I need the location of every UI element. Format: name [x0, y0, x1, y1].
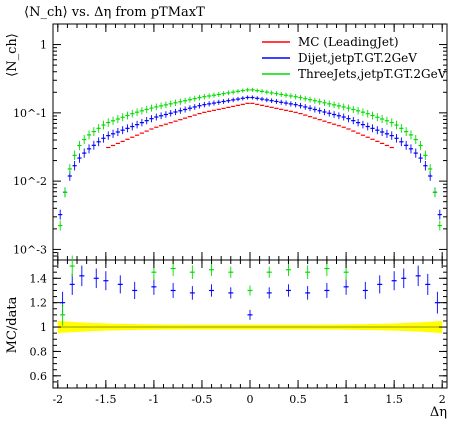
x-tick-label: 0.5 — [289, 393, 307, 406]
main-series-2 — [58, 87, 442, 231]
legend: MC (LeadingJet) Dijet,jetpT.GT.2GeV ThreeJ… — [262, 35, 447, 81]
ratio-y-tick-label: 1 — [40, 321, 47, 334]
x-tick-label: 1 — [343, 393, 350, 406]
ratio-series-1 — [60, 255, 349, 326]
legend-label: ThreeJets,jetpT.GT.2GeV — [298, 67, 447, 81]
ratio-panel: MC/data 0.60.811.21.4 -2 -1.5 -1 -0.5 0 0.5 1 1… — [5, 24, 448, 420]
x-tick-label: -2 — [52, 393, 63, 406]
legend-label: Dijet,jetpT.GT.2GeV — [298, 51, 417, 65]
ratio-series-0 — [60, 265, 440, 320]
main-y-ticks: 10^-3 10^-2 10^-1 1 — [13, 23, 447, 257]
main-series — [58, 87, 442, 231]
x-tick-label: -0.5 — [191, 393, 212, 406]
ratio-y-tick-label: 0.8 — [30, 345, 48, 358]
main-series-1 — [58, 95, 442, 220]
main-y-tick-label: 1 — [40, 39, 47, 52]
ratio-y-ticks: 0.6 0.8 1 1.2 1.4 — [30, 265, 447, 383]
chart-title: ⟨N_ch⟩ vs. Δη from pTMaxT — [24, 5, 205, 20]
ratio-y-axis-label: MC/data — [5, 296, 20, 353]
ratio-y-tick-label: 1.2 — [30, 297, 48, 310]
x-tick-label: 0 — [247, 393, 254, 406]
x-tick-label: -1.5 — [95, 393, 116, 406]
ratio-band — [53, 320, 447, 334]
x-ticks: -2 -1.5 -1 -0.5 0 0.5 1 1.5 2 — [52, 24, 446, 406]
x-tick-label: -1 — [149, 393, 160, 406]
main-panel: ⟨N_ch⟩ 10^-3 10^-2 10^-1 1 MC (LeadingJet) D… — [5, 23, 448, 261]
ratio-y-tick-label: 0.6 — [30, 370, 48, 383]
main-y-tick-label: 10^-3 — [13, 243, 47, 256]
x-axis-label: Δη — [430, 405, 447, 420]
main-series-0 — [106, 102, 394, 149]
ratio-y-tick-label: 1.4 — [30, 272, 48, 285]
x-tick-label: 2 — [439, 393, 446, 406]
ratio-series — [60, 255, 440, 326]
legend-label: MC (LeadingJet) — [298, 35, 399, 49]
x-tick-label: 1.5 — [385, 393, 403, 406]
main-y-axis-label: ⟨N_ch⟩ — [5, 33, 20, 77]
main-y-tick-label: 10^-2 — [13, 175, 47, 188]
main-y-tick-label: 10^-1 — [13, 107, 47, 120]
